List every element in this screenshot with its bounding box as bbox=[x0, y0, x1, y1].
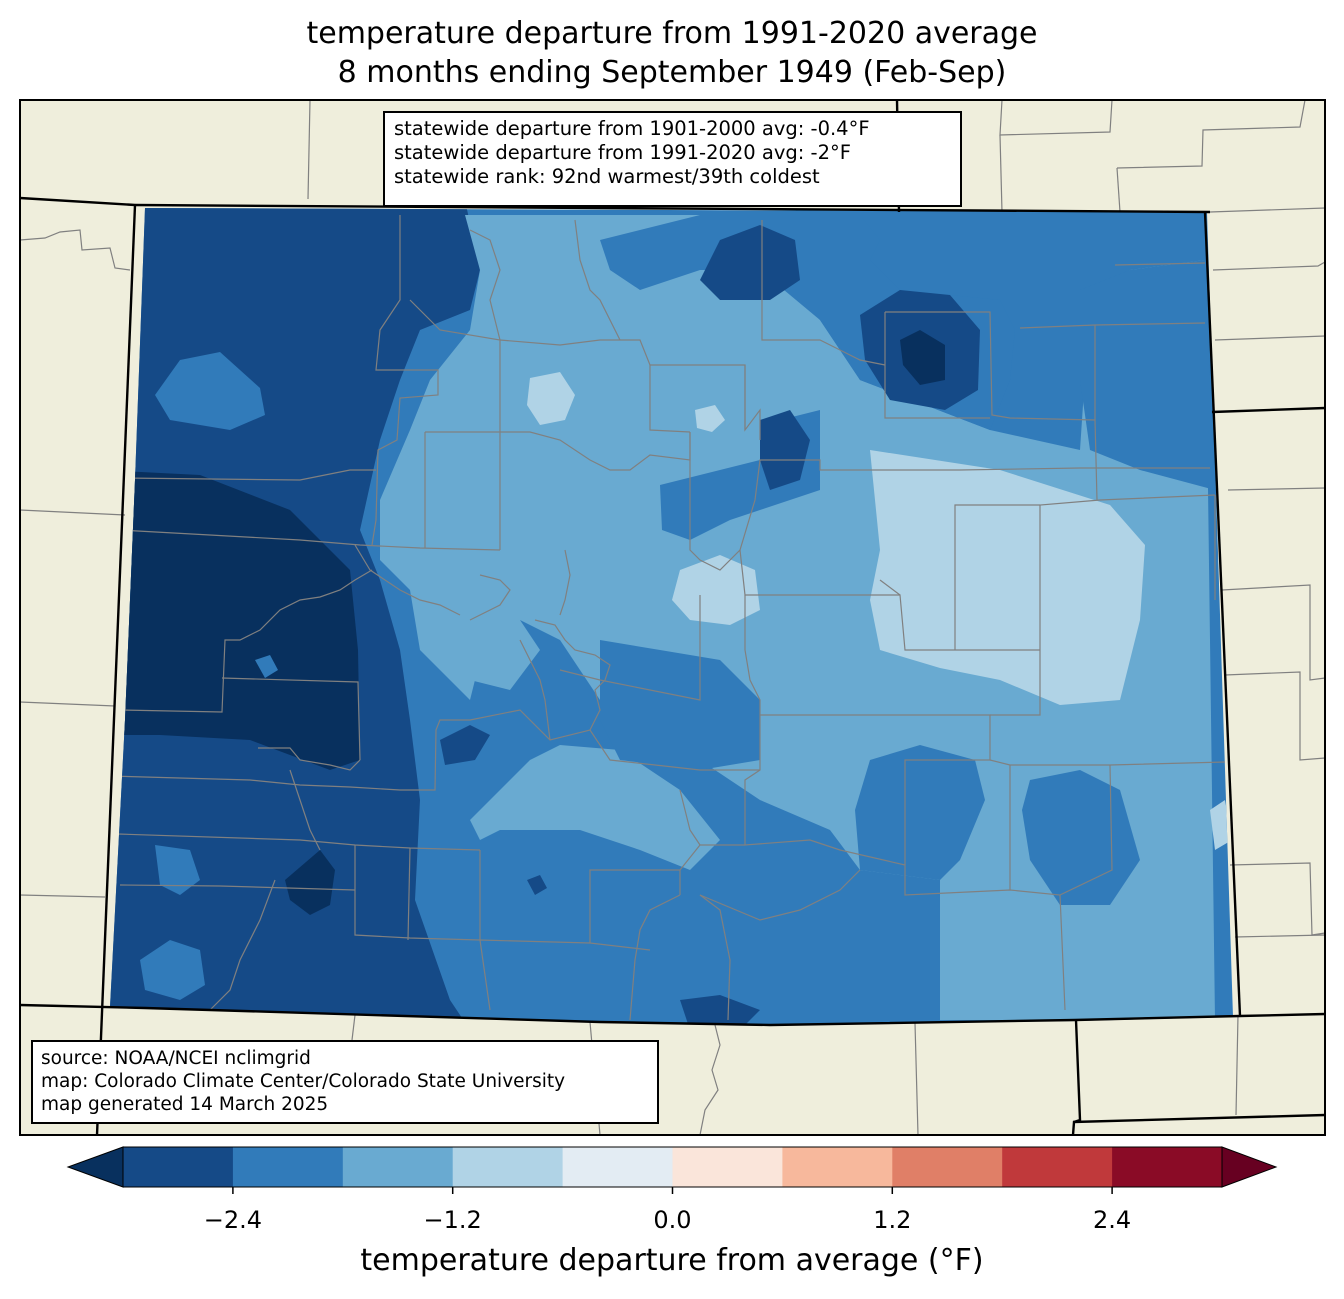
stats-line-rank: statewide rank: 92nd warmest/39th coldes… bbox=[394, 165, 820, 188]
temperature-contour-field bbox=[110, 208, 1233, 1025]
generated-date-line: map generated 14 March 2025 bbox=[41, 1094, 329, 1115]
statewide-stats-box: statewide departure from 1901-2000 avg: … bbox=[383, 111, 962, 207]
stats-line-1900-avg: statewide departure from 1901-2000 avg: … bbox=[394, 117, 870, 140]
colorbar-bin bbox=[892, 1147, 1003, 1187]
colorbar-tick-label: 0.0 bbox=[653, 1206, 692, 1234]
source-line: source: NOAA/NCEI nclimgrid bbox=[41, 1048, 311, 1069]
colorbar-bin bbox=[562, 1147, 673, 1187]
map-title-line-2: 8 months ending September 1949 (Feb-Sep) bbox=[337, 55, 1007, 90]
map-frame bbox=[19, 99, 1326, 1136]
source-credit-box: source: NOAA/NCEI nclimgrid map: Colorad… bbox=[31, 1040, 659, 1124]
colorbar-bin bbox=[782, 1147, 893, 1187]
colorbar-tick-label: −1.2 bbox=[423, 1206, 482, 1234]
colorado-county-lines bbox=[110, 215, 1226, 1021]
colorbar-bin bbox=[123, 1147, 234, 1187]
colorbar-tick-label: 1.2 bbox=[873, 1206, 912, 1234]
colorbar-bin bbox=[1002, 1147, 1113, 1187]
colorbar-bin bbox=[232, 1147, 344, 1187]
colorbar-bin bbox=[672, 1147, 783, 1187]
colorbar-bin bbox=[452, 1147, 564, 1187]
colorbar-tick-label: −2.4 bbox=[203, 1206, 263, 1234]
colorbar-bin bbox=[1112, 1147, 1223, 1187]
colorbar-label: temperature departure from average (°F) bbox=[360, 1243, 984, 1278]
map-title-line-1: temperature departure from 1991-2020 ave… bbox=[306, 16, 1038, 51]
colorbar-over-extension bbox=[1221, 1146, 1278, 1188]
stats-line-1991-avg: statewide departure from 1991-2020 avg: … bbox=[394, 141, 851, 164]
colorbar-tick-label: 2.4 bbox=[1093, 1206, 1132, 1234]
colorbar bbox=[66, 1146, 1278, 1194]
colorbar-under-extension bbox=[66, 1146, 124, 1188]
colorbar-bin bbox=[342, 1147, 454, 1187]
map-credit-line: map: Colorado Climate Center/Colorado St… bbox=[41, 1071, 566, 1092]
